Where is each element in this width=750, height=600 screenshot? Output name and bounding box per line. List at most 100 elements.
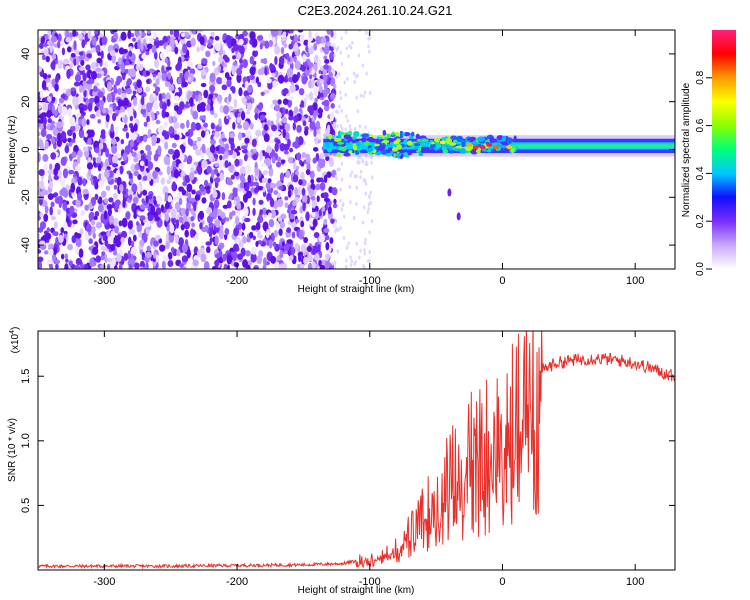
- faint-cell: [340, 36, 343, 41]
- noise-cell: [161, 130, 167, 138]
- noise-cell: [318, 159, 325, 169]
- noise-cell: [218, 55, 224, 64]
- noise-cell: [292, 122, 297, 131]
- noise-cell: [114, 199, 121, 206]
- snr-y-multiplier: (x104): [9, 327, 21, 354]
- noise-cell: [285, 53, 290, 58]
- noise-cell: [231, 86, 236, 94]
- noise-cell: [69, 205, 75, 215]
- noise-cell: [158, 170, 163, 176]
- signal-blob: [499, 145, 508, 148]
- noise-cell: [289, 30, 294, 34]
- noise-cell: [62, 201, 68, 211]
- noise-cell: [175, 218, 180, 229]
- colorbar-tick-label: 0.6: [695, 118, 706, 132]
- noise-cell: [186, 94, 191, 100]
- faint-cell: [340, 207, 344, 212]
- noise-cell: [318, 209, 322, 217]
- noise-cell: [246, 110, 250, 115]
- noise-cell: [165, 239, 170, 250]
- noise-cell: [273, 229, 278, 238]
- noise-cell: [127, 236, 132, 247]
- noise-cell: [106, 263, 111, 269]
- noise-cell: [51, 53, 57, 60]
- noise-cell: [61, 47, 66, 56]
- noise-cell: [51, 62, 56, 71]
- noise-cell: [236, 116, 241, 124]
- noise-cell: [224, 227, 230, 236]
- noise-cell: [279, 221, 286, 229]
- noise-cell: [155, 194, 163, 205]
- noise-cell: [55, 75, 59, 84]
- noise-cell: [113, 184, 118, 190]
- noise-cell: [152, 101, 159, 110]
- faint-cell: [364, 237, 367, 242]
- noise-cell: [164, 213, 170, 222]
- faint-cell: [363, 248, 366, 253]
- noise-cell: [299, 33, 305, 44]
- noise-cell: [284, 243, 290, 252]
- signal-blob: [450, 135, 458, 140]
- noise-cell: [300, 220, 305, 228]
- noise-cell: [55, 263, 59, 269]
- y-tick-label: 0.5: [20, 498, 32, 513]
- noise-cell: [45, 55, 50, 63]
- noise-cell: [315, 120, 321, 130]
- faint-cell: [353, 174, 357, 179]
- noise-cell: [319, 79, 325, 84]
- noise-cell: [164, 202, 170, 210]
- noise-cell: [201, 143, 206, 154]
- noise-cell: [92, 157, 96, 162]
- noise-cell: [254, 112, 258, 121]
- noise-cell: [311, 211, 316, 218]
- noise-cell: [321, 206, 326, 212]
- faint-cell: [347, 241, 350, 246]
- noise-cell: [146, 78, 150, 84]
- faint-cell: [347, 54, 350, 59]
- noise-cell: [70, 182, 76, 193]
- noise-cell: [184, 229, 190, 238]
- noise-cell: [323, 227, 330, 234]
- noise-cell: [75, 165, 81, 172]
- noise-cell: [272, 80, 278, 88]
- noise-cell: [65, 30, 70, 39]
- noise-cell: [224, 143, 230, 152]
- noise-cell: [120, 230, 128, 239]
- noise-cell: [200, 253, 207, 263]
- noise-cell: [104, 158, 109, 167]
- noise-cell: [245, 130, 252, 137]
- noise-cell: [305, 52, 311, 58]
- noise-cell: [38, 139, 44, 149]
- noise-cell: [170, 246, 175, 253]
- noise-cell: [147, 161, 154, 170]
- noise-cell: [203, 261, 210, 269]
- noise-cell: [332, 30, 337, 40]
- noise-cell: [325, 242, 330, 251]
- noise-cell: [326, 171, 332, 178]
- noise-cell: [250, 187, 255, 193]
- noise-cell: [141, 154, 146, 163]
- noise-cell: [223, 150, 229, 159]
- noise-cell: [329, 52, 335, 60]
- noise-cell: [53, 247, 58, 256]
- noise-cell: [267, 178, 272, 184]
- noise-cell: [95, 44, 101, 54]
- noise-cell: [262, 170, 268, 176]
- noise-cell: [78, 128, 85, 139]
- noise-cell: [233, 98, 237, 109]
- noise-cell: [247, 151, 252, 157]
- noise-cell: [287, 156, 294, 164]
- signal-blob: [352, 136, 356, 140]
- noise-cell: [245, 190, 252, 199]
- signal-blob: [337, 130, 342, 137]
- noise-cell: [45, 133, 53, 140]
- noise-cell: [214, 219, 221, 228]
- noise-cell: [164, 57, 169, 64]
- noise-cell: [169, 30, 174, 35]
- noise-cell: [112, 251, 118, 256]
- noise-cell: [111, 144, 118, 154]
- signal-blob: [406, 149, 413, 156]
- noise-cell: [281, 116, 287, 124]
- noise-cell: [323, 45, 330, 55]
- noise-cell: [58, 234, 64, 244]
